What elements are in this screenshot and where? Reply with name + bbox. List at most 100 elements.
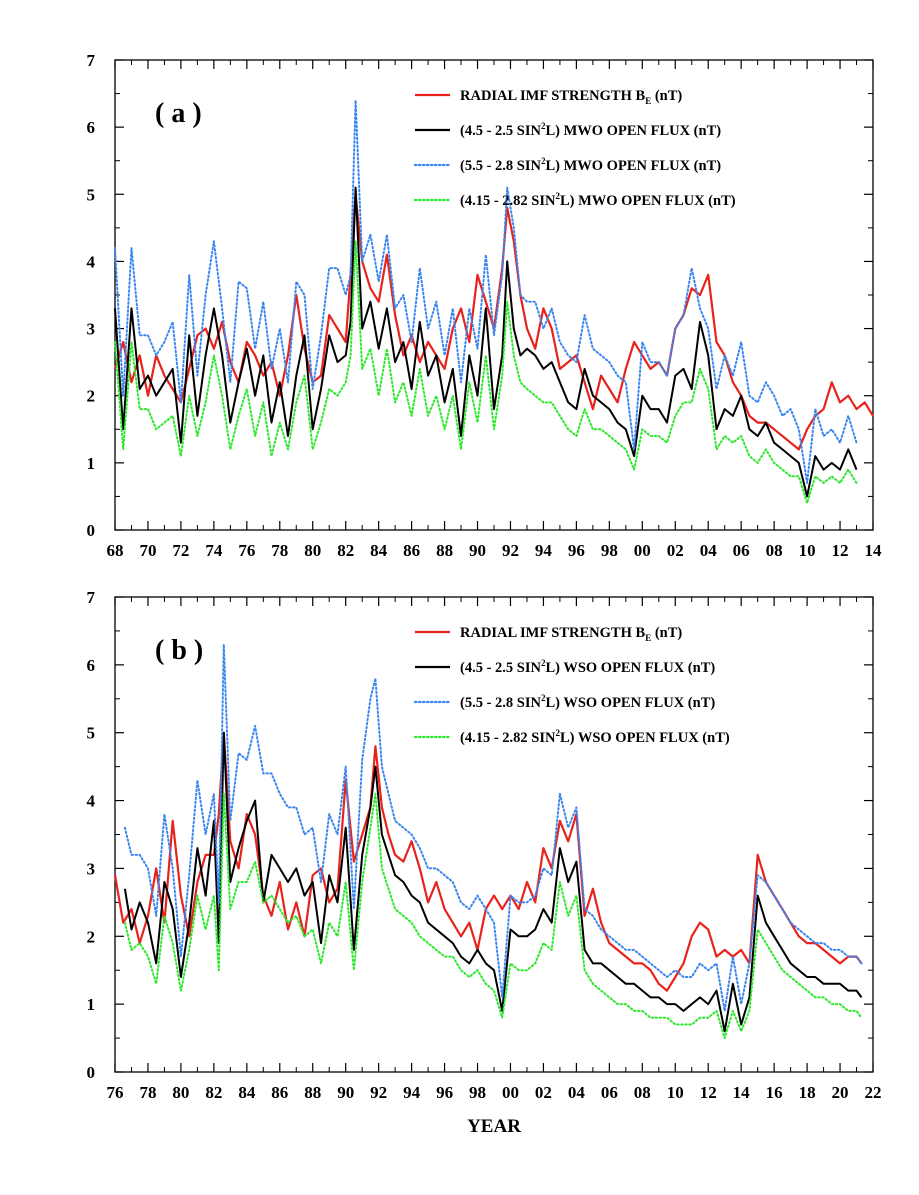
- panel-b-x-tick-label: 90: [337, 1083, 354, 1102]
- panel-b-legend-text: RADIAL IMF STRENGTH B: [460, 625, 646, 641]
- panel-b-legend-label: (4.15 - 2.82 SIN2L) WSO OPEN FLUX (nT): [460, 728, 730, 746]
- panel-b-x-tick-label: 02: [535, 1083, 552, 1102]
- panel-a-x-tick-label: 10: [799, 541, 816, 560]
- panel-a-x-tick-label: 96: [568, 541, 585, 560]
- panel-b-y-tick-label: 5: [87, 724, 96, 743]
- panel-b-x-tick-label: 98: [469, 1083, 486, 1102]
- panel-b-label: ( b ): [155, 635, 203, 666]
- panel-a-y-tick-label: 3: [87, 320, 96, 339]
- panel-a-x-tick-label: 02: [667, 541, 684, 560]
- panel-b-legend-tail: (nT): [651, 625, 682, 641]
- panel-b-series-green-line: [123, 792, 863, 1040]
- panel-a-legend-label: (4.15 - 2.82 SIN2L) MWO OPEN FLUX (nT): [460, 191, 736, 209]
- panel-a-legend-superscript: 2: [555, 191, 560, 201]
- panel-b: 76 78 80 82 84 86 88 90 92 94 96 98 00 02 04 06 08 10 12 14…: [87, 588, 882, 1102]
- panel-b-x-tick-label: 22: [865, 1083, 882, 1102]
- panel-a-x-tick-label: 84: [370, 541, 388, 560]
- panel-b-x-tick-label: 96: [436, 1083, 453, 1102]
- panel-a-x-tick-label: 08: [766, 541, 783, 560]
- panel-b-x-tick-label: 06: [601, 1083, 618, 1102]
- panel-a-legend-text: (4.15 - 2.82 SIN: [460, 193, 556, 209]
- panel-a-x-tick-label: 68: [107, 541, 124, 560]
- panel-b-legend-label: (5.5 - 2.8 SIN2L) WSO OPEN FLUX (nT): [460, 693, 715, 711]
- panel-a: 68 70 72 74 76 78 80 82 84 86 88 90 92 94 96 98 00 02 04 06…: [87, 51, 883, 560]
- panel-a-series-green-line: [114, 240, 858, 505]
- panel-a-x-tick-label: 82: [337, 541, 354, 560]
- panel-b-legend-superscript: 2: [555, 728, 560, 738]
- panel-b-y-tick-label: 0: [87, 1063, 96, 1082]
- panel-b-legend-text: (4.5 - 2.5 SIN: [460, 660, 541, 676]
- panel-b-x-tick-label: 92: [370, 1083, 387, 1102]
- x-axis-label: YEAR: [467, 1116, 521, 1137]
- panel-a-x-tick-label: 72: [172, 541, 189, 560]
- panel-b-y-tick-label: 7: [87, 588, 96, 607]
- panel-b-y-tick-label: 2: [87, 927, 96, 946]
- panel-b-legend-text: (5.5 - 2.8 SIN: [460, 695, 541, 711]
- panel-a-series-blue-line: [114, 99, 858, 484]
- panel-a-legend-superscript: 2: [541, 121, 546, 131]
- panel-a-y-tick-label: 4: [87, 252, 96, 271]
- panel-a-y-tick-label: 1: [87, 454, 96, 473]
- panel-a-x-tick-label: 00: [634, 541, 651, 560]
- panel-b-x-tick-label: 08: [634, 1083, 651, 1102]
- panel-a-legend-label: RADIAL IMF STRENGTH BE (nT): [460, 88, 682, 106]
- panel-a-legend-text: (5.5 - 2.8 SIN: [460, 158, 541, 174]
- panel-a-x-tick-label: 06: [733, 541, 750, 560]
- panel-a-x-tick-label: 70: [139, 541, 156, 560]
- panel-b-legend-superscript: 2: [541, 693, 546, 703]
- panel-b-y-tick-label: 4: [87, 792, 96, 811]
- panel-a-legend-label: (5.5 - 2.8 SIN2L) MWO OPEN FLUX (nT): [460, 156, 721, 174]
- panel-b-x-tick-label: 16: [766, 1083, 783, 1102]
- panel-a-legend-tail: L) MWO OPEN FLUX (nT): [545, 123, 721, 139]
- panel-a-x-tick-label: 98: [601, 541, 618, 560]
- panel-a-legend-text: (4.5 - 2.5 SIN: [460, 123, 541, 139]
- panel-b-y-tick-label: 1: [87, 995, 96, 1014]
- panel-a-x-tick-label: 88: [436, 541, 453, 560]
- panel-a-x-tick-label: 04: [700, 541, 718, 560]
- panel-b-legend-tail: L) WSO OPEN FLUX (nT): [560, 730, 730, 746]
- panel-b-x-tick-label: 86: [271, 1083, 288, 1102]
- panel-a-y-tick-label: 7: [87, 51, 96, 70]
- panel-a-legend-subscript: E: [645, 96, 651, 106]
- panel-a-y-tick-label: 6: [87, 118, 96, 137]
- panel-b-x-tick-label: 80: [172, 1083, 189, 1102]
- panel-b-x-tick-label: 14: [733, 1083, 751, 1102]
- panel-a-x-tick-label: 94: [535, 541, 553, 560]
- panel-a-x-tick-label: 74: [205, 541, 223, 560]
- panel-a-legend-superscript: 2: [541, 156, 546, 166]
- panel-b-legend-label: (4.5 - 2.5 SIN2L) WSO OPEN FLUX (nT): [460, 658, 715, 676]
- panel-a-legend-label: (4.5 - 2.5 SIN2L) MWO OPEN FLUX (nT): [460, 121, 721, 139]
- panel-a-legend-tail: L) MWO OPEN FLUX (nT): [545, 158, 721, 174]
- panel-b-x-tick-label: 78: [139, 1083, 156, 1102]
- panel-b-x-tick-label: 04: [568, 1083, 586, 1102]
- panel-a-x-tick-label: 90: [469, 541, 486, 560]
- panel-a-x-tick-label: 14: [865, 541, 883, 560]
- panel-b-series-radial-line: [113, 731, 863, 992]
- panel-b-legend-tail: L) WSO OPEN FLUX (nT): [545, 660, 715, 676]
- panel-b-x-tick-label: 88: [304, 1083, 321, 1102]
- panel-a-x-tick-label: 78: [271, 541, 288, 560]
- panel-b-x-tick-label: 20: [832, 1083, 849, 1102]
- panel-b-x-tick-label: 76: [107, 1083, 124, 1102]
- panel-b-x-tick-label: 84: [238, 1083, 256, 1102]
- panel-b-x-tick-label: 00: [502, 1083, 519, 1102]
- panel-a-label: ( a ): [155, 98, 202, 129]
- panel-b-legend-tail: L) WSO OPEN FLUX (nT): [545, 695, 715, 711]
- panel-a-y-tick-label: 5: [87, 185, 96, 204]
- panel-a-x-tick-label: 86: [403, 541, 420, 560]
- panel-b-x-tick-label: 94: [403, 1083, 421, 1102]
- panel-b-legend-text: (4.15 - 2.82 SIN: [460, 730, 556, 746]
- panel-a-legend-tail: (nT): [651, 88, 682, 104]
- panel-b-legend-superscript: 2: [541, 658, 546, 668]
- panel-a-x-tick-label: 76: [238, 541, 255, 560]
- panel-b-x-tick-label: 10: [667, 1083, 684, 1102]
- panel-b-x-tick-label: 18: [799, 1083, 816, 1102]
- panel-b-legend-label: RADIAL IMF STRENGTH BE (nT): [460, 625, 682, 643]
- panel-a-legend-text: RADIAL IMF STRENGTH B: [460, 88, 646, 104]
- panel-a-x-tick-label: 92: [502, 541, 519, 560]
- panel-b-y-tick-label: 6: [87, 656, 96, 675]
- panel-b-series-black-line: [123, 731, 863, 1033]
- panel-a-y-tick-label: 0: [87, 521, 96, 540]
